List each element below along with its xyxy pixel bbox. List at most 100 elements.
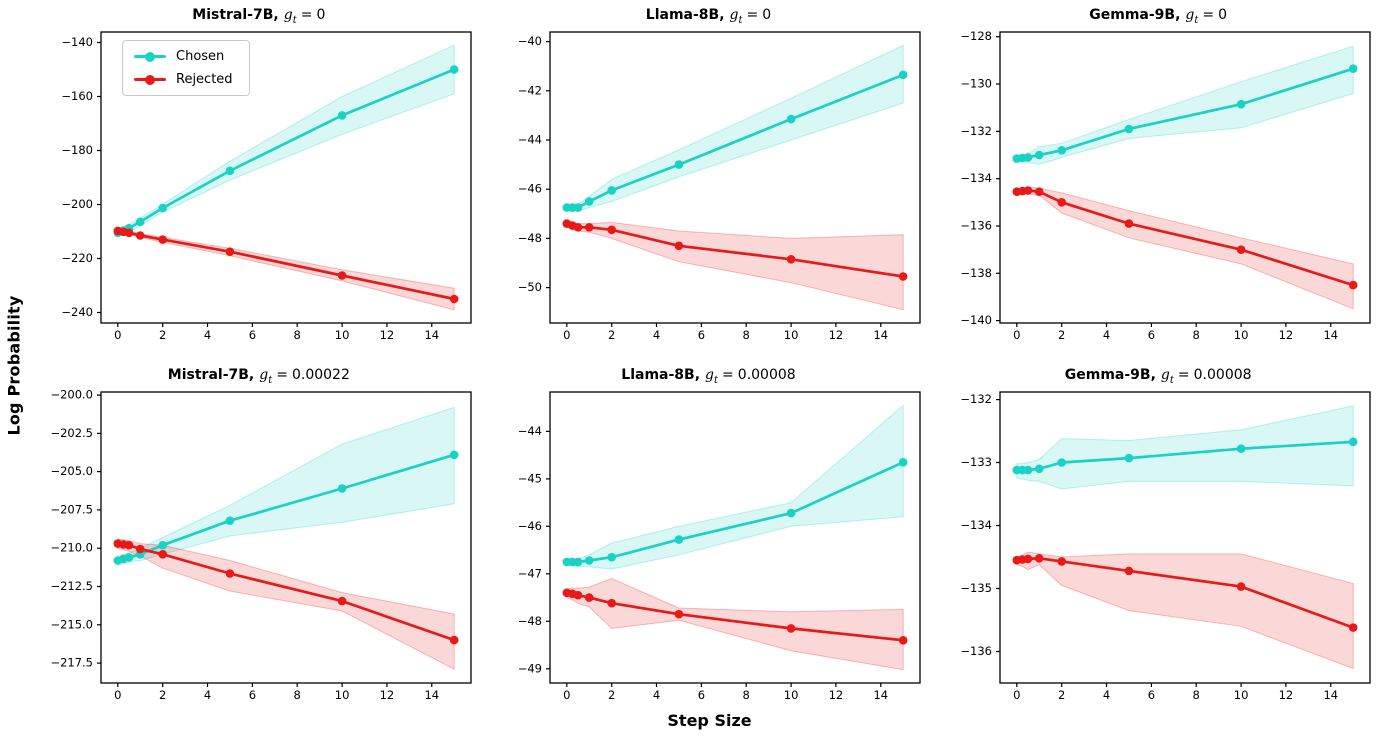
gt-value: 0.00022 [291, 367, 350, 383]
chosen-line-swatch [134, 51, 166, 62]
chart-canvas: −132 −133 −134 −135 −136 0 2 4 6 8 10 12 14 [961, 391, 1371, 702]
svg-text:2: 2 [609, 328, 616, 342]
math-sub: t [292, 14, 297, 26]
legend-label-rejected: Rejected [176, 72, 233, 87]
svg-text:6: 6 [249, 688, 256, 702]
svg-text:−140: −140 [961, 313, 993, 327]
svg-text:12: 12 [829, 328, 844, 342]
svg-text:6: 6 [698, 328, 705, 342]
svg-text:−44: −44 [518, 133, 542, 147]
svg-text:−136: −136 [961, 644, 993, 658]
svg-text:14: 14 [424, 688, 439, 702]
svg-text:0: 0 [114, 328, 121, 342]
gt-value: 0 [1218, 7, 1228, 23]
y-axis-label: Log Probability [4, 295, 24, 436]
subplot-title: Llama-8B, gt = 0 [646, 4, 771, 26]
svg-text:−138: −138 [961, 266, 993, 280]
chart-canvas: −200.0 −202.5 −205.0 −207.5 −210.0 −212.5 −215… [50, 388, 472, 702]
rejected-marker-icon [145, 74, 155, 85]
chart-canvas: −140 −160 −180 −200 −220 −240 0 2 4 6 8 10 12 14 [61, 31, 472, 342]
gt-value: 0.00008 [737, 367, 796, 383]
svg-text:4: 4 [204, 328, 211, 342]
svg-text:−44: −44 [518, 424, 542, 438]
svg-text:−220: −220 [61, 251, 93, 265]
subplot-grid: Mistral-7B, gt = 0 −140 −160 −180 −200 −220 −240… [34, 4, 1383, 708]
math-sub: t [714, 374, 719, 386]
svg-text:2: 2 [1058, 328, 1065, 342]
svg-text:6: 6 [698, 688, 705, 702]
svg-text:0: 0 [1013, 688, 1020, 702]
subplot-title: Gemma-9B, gt = 0 [1089, 4, 1227, 26]
model-name: Gemma-9B, [1089, 7, 1181, 23]
svg-text:−132: −132 [961, 392, 993, 406]
subplot-llama-8b-gt0: Llama-8B, gt = 0 −40 −42 −44 −46 −48 −50 0 2 4 6 8 10 1… [484, 4, 934, 348]
math-eq: = [746, 7, 759, 23]
svg-text:12: 12 [829, 688, 844, 702]
math-var: g [705, 367, 715, 383]
svg-text:−40: −40 [518, 34, 542, 48]
svg-text:−207.5: −207.5 [50, 502, 93, 516]
svg-text:0: 0 [564, 688, 571, 702]
subplot-llama-8b-gt00008: Llama-8B, gt = 0.00008 −44 −45 −46 −47 −48 −49 0 2… [484, 364, 934, 708]
svg-text:10: 10 [1234, 688, 1249, 702]
svg-text:−128: −128 [961, 29, 993, 43]
svg-text:14: 14 [1324, 328, 1339, 342]
math-var: g [259, 367, 269, 383]
svg-text:−47: −47 [518, 566, 542, 580]
svg-text:8: 8 [293, 688, 300, 702]
svg-text:4: 4 [653, 328, 660, 342]
subplot-gemma-9b-gt0: Gemma-9B, gt = 0 −128 −130 −132 −134 −136 −138 −1… [933, 4, 1383, 348]
chart-canvas: −44 −45 −46 −47 −48 −49 0 2 4 6 8 10 12 14 [518, 391, 922, 702]
svg-text:−130: −130 [961, 77, 993, 91]
model-name: Llama-8B, [645, 7, 725, 23]
svg-text:14: 14 [1324, 688, 1339, 702]
legend: Chosen Rejected [122, 40, 250, 96]
svg-text:−136: −136 [961, 219, 993, 233]
svg-text:14: 14 [874, 328, 889, 342]
chart-canvas: −128 −130 −132 −134 −136 −138 −140 0 2 4 6 8 10 12 14 [961, 29, 1371, 342]
subplot-gemma-9b-gt00008: Gemma-9B, gt = 0.00008 −132 −133 −134 −135 −136… [933, 364, 1383, 708]
math-var: g [729, 7, 739, 23]
subplot-title: Mistral-7B, gt = 0 [192, 4, 325, 26]
svg-text:−46: −46 [518, 182, 542, 196]
svg-text:8: 8 [1193, 328, 1200, 342]
x-axis-label: Step Size [667, 711, 752, 730]
svg-text:4: 4 [1103, 688, 1110, 702]
svg-text:10: 10 [335, 328, 350, 342]
svg-text:−240: −240 [61, 305, 93, 319]
svg-text:2: 2 [609, 688, 616, 702]
legend-label-chosen: Chosen [176, 49, 225, 64]
svg-text:0: 0 [1013, 328, 1020, 342]
svg-text:−202.5: −202.5 [50, 426, 93, 440]
svg-text:−133: −133 [961, 455, 993, 469]
math-var: g [1160, 367, 1170, 383]
math-sub: t [1169, 374, 1174, 386]
math-eq: = [276, 367, 288, 383]
svg-text:12: 12 [379, 328, 394, 342]
svg-text:10: 10 [784, 328, 799, 342]
svg-text:−134: −134 [961, 171, 993, 185]
model-name: Gemma-9B, [1064, 367, 1156, 383]
svg-text:−48: −48 [518, 231, 542, 245]
subplot-title: Llama-8B, gt = 0.00008 [621, 364, 795, 386]
chosen-marker-icon [145, 51, 155, 62]
math-sub: t [738, 14, 743, 26]
svg-text:−215.0: −215.0 [50, 617, 93, 631]
svg-text:−134: −134 [961, 518, 993, 532]
svg-text:12: 12 [1279, 328, 1294, 342]
svg-text:−49: −49 [518, 661, 542, 675]
gt-value: 0.00008 [1193, 367, 1252, 383]
svg-text:−200.0: −200.0 [50, 388, 93, 402]
math-eq: = [722, 367, 734, 383]
svg-text:−42: −42 [518, 83, 542, 97]
svg-text:−46: −46 [518, 519, 542, 533]
svg-text:−200: −200 [61, 197, 93, 211]
subplot-mistral-7b-gt00022: Mistral-7B, gt = 0.00022 −200.0 −202.5 −205.0… [34, 364, 484, 708]
svg-text:14: 14 [874, 688, 889, 702]
chart-canvas: −40 −42 −44 −46 −48 −50 0 2 4 6 8 10 12 14 [518, 31, 922, 342]
svg-text:8: 8 [743, 688, 750, 702]
svg-text:10: 10 [335, 688, 350, 702]
model-name: Mistral-7B, [192, 7, 279, 23]
svg-text:−180: −180 [61, 143, 93, 157]
